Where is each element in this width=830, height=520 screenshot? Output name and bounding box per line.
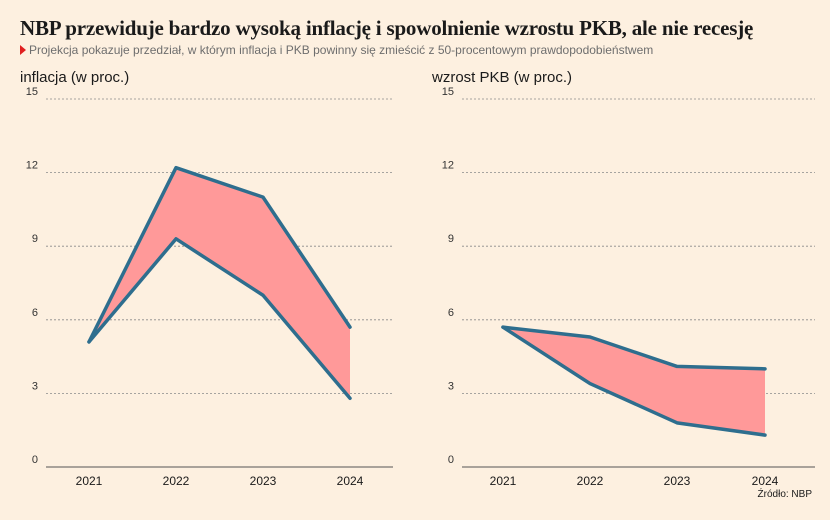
chart-subtitle: Projekcja pokazuje przedział, w którym i…: [20, 43, 653, 57]
gdp-y-tick-label: 15: [442, 86, 454, 98]
inflation-y-tick-label: 15: [26, 86, 38, 98]
chart-subtitle-text: Projekcja pokazuje przedział, w którym i…: [29, 43, 654, 57]
inflation-projection-band: [89, 167, 350, 399]
gdp-x-tick-label: 2023: [664, 474, 691, 488]
gdp-x-tick-label: 2022: [577, 474, 604, 488]
gdp-y-tick-label: 9: [448, 233, 454, 245]
inflation-y-tick-label: 12: [26, 160, 38, 172]
inflation-upper-bound-line: [87, 165, 352, 344]
gdp-panel-title: wzrost PKB (w proc.): [432, 69, 573, 86]
gdp-y-tick-label: 0: [448, 454, 454, 466]
inflation-y-tick-label: 0: [32, 454, 38, 466]
inflation-x-tick-label: 2023: [250, 474, 277, 488]
inflation-x-tick-label: 2024: [337, 474, 364, 488]
gdp-y-tick-label: 12: [442, 160, 454, 172]
gdp-lower-bound-line: [501, 325, 767, 437]
chart-title: NBP przewiduje bardzo wysoką inflację i …: [20, 16, 754, 40]
source-note: Źródło: NBP: [757, 489, 812, 500]
inflation-panel-title: inflacja (w proc.): [20, 69, 130, 86]
inflation-lower-bound-line: [87, 237, 352, 401]
gdp-y-tick-label: 6: [448, 307, 454, 319]
inflation-x-tick-label: 2021: [76, 474, 103, 488]
gdp-upper-bound-line: [501, 325, 767, 371]
gdp-x-tick-label: 2024: [752, 474, 779, 488]
inflation-x-tick-label: 2022: [163, 474, 190, 488]
triangle-marker-icon: [20, 45, 26, 55]
gdp-x-tick-label: 2021: [490, 474, 517, 488]
gdp-projection-band: [503, 327, 765, 436]
inflation-y-tick-label: 6: [32, 307, 38, 319]
inflation-y-tick-label: 3: [32, 380, 38, 392]
inflation-y-tick-label: 9: [32, 233, 38, 245]
gdp-y-tick-label: 3: [448, 380, 454, 392]
